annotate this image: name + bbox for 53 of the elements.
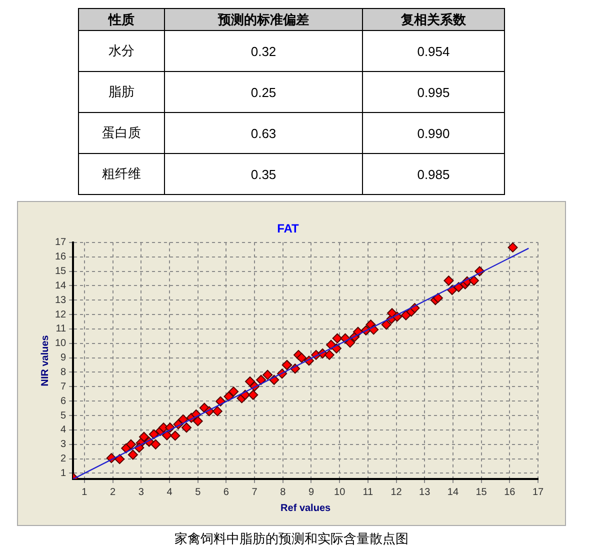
y-tick-label: 5 (60, 410, 67, 422)
x-tick-label: 12 (390, 486, 402, 498)
x-tick-label: 13 (419, 486, 431, 498)
category-label: 脂肪 (78, 72, 165, 112)
data-label: 0.63 (164, 112, 362, 154)
y-tick-label: 15 (55, 266, 67, 278)
legend-title: 性质 (78, 8, 165, 30)
y-tick-label: 7 (60, 381, 67, 392)
data-label: 0.25 (164, 72, 362, 112)
data-label: 0.954 (362, 30, 504, 72)
y-axis-title: NIR values (40, 334, 51, 386)
y-tick-label: 10 (55, 338, 67, 350)
y-tick-label: 3 (60, 439, 67, 450)
x-tick-label: 15 (476, 486, 488, 498)
y-tick-label: 4 (60, 424, 67, 436)
data-label: 0.990 (362, 112, 504, 154)
x-tick-label: 6 (223, 486, 230, 498)
chart-title: FAT (277, 222, 300, 236)
x-tick-label: 3 (138, 486, 144, 498)
category-label: 蛋白质 (78, 112, 165, 154)
text: 复相关系数 (362, 8, 504, 30)
x-tick-label: 17 (532, 486, 544, 498)
y-tick-label: 16 (55, 252, 67, 263)
x-axis-title: Ref values (280, 502, 332, 514)
text: 预测的标准偏差 (164, 8, 362, 30)
y-tick-label: 13 (55, 294, 67, 306)
data-label: 0.32 (164, 30, 362, 72)
x-tick-label: 1 (82, 486, 88, 498)
text: 家禽饲料中脂肪的预测和实际含量散点图 (174, 530, 410, 548)
category-label: 粗纤维 (78, 154, 165, 194)
y-tick-label: 9 (60, 352, 67, 364)
x-tick-label: 4 (166, 486, 173, 498)
x-tick-label: 10 (334, 486, 346, 498)
x-tick-label: 7 (252, 486, 258, 498)
x-tick-label: 11 (362, 486, 374, 498)
data-label: 0.985 (362, 154, 504, 194)
y-tick-label: 12 (55, 309, 67, 320)
y-tick-label: 17 (55, 237, 67, 248)
y-tick-label: 1 (60, 468, 67, 479)
y-tick-label: 8 (60, 366, 67, 378)
y-tick-label: 11 (56, 324, 67, 335)
x-tick-label: 2 (110, 486, 116, 498)
x-tick-label: 14 (447, 486, 459, 498)
data-label: 0.35 (164, 154, 362, 194)
category-label: 水分 (78, 30, 165, 72)
x-tick-label: 16 (504, 486, 516, 498)
data-label: 0.995 (362, 72, 504, 112)
x-tick-label: 5 (195, 486, 202, 498)
y-tick-label: 6 (60, 396, 67, 407)
x-tick-label: 9 (308, 486, 314, 498)
y-tick-label: 2 (60, 454, 67, 465)
x-tick-label: 8 (280, 486, 286, 498)
y-tick-label: 14 (55, 280, 67, 292)
